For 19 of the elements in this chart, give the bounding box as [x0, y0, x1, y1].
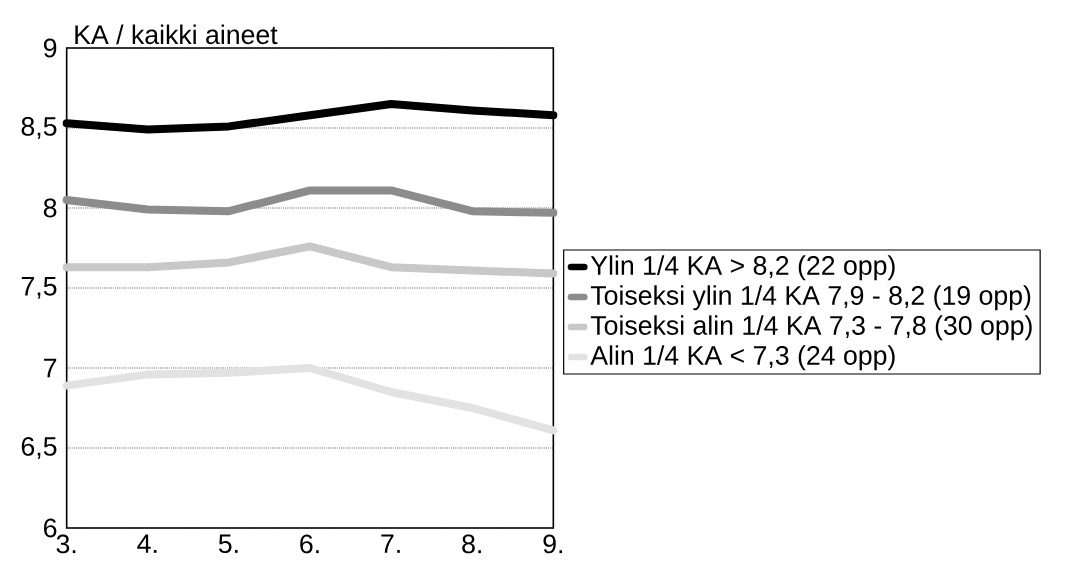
y-tick-label: 6,5	[21, 436, 57, 459]
legend-label: Toiseksi ylin 1/4 KA 7,9 - 8,2 (19 opp)	[590, 285, 1031, 311]
y-tick-label: 8,5	[21, 116, 57, 139]
x-tick-label: 8.	[462, 534, 481, 554]
y-tick-label: 6	[44, 518, 57, 538]
legend-label: Toiseksi alin 1/4 KA 7,3 - 7,8 (30 opp)	[590, 315, 1032, 341]
legend-label: Ylin 1/4 KA > 8,2 (22 opp)	[590, 255, 895, 281]
y-axis-title: KA / kaikki aineet	[75, 24, 278, 45]
x-tick-label: 9.	[543, 534, 563, 554]
x-tick-label: 6.	[300, 534, 319, 554]
y-tick-label: 7,5	[21, 277, 57, 299]
x-tick-label: 7.	[381, 534, 400, 553]
legend-label: Alin 1/4 KA < 7,3 (24 opp)	[590, 345, 895, 371]
x-tick-label: 3.	[56, 534, 76, 554]
x-tick-label: 5.	[218, 534, 238, 553]
y-tick-label: 8	[43, 198, 57, 218]
y-tick-label: 9	[43, 38, 57, 58]
y-tick-label: 7	[44, 358, 57, 378]
x-tick-label: 4.	[137, 534, 157, 553]
